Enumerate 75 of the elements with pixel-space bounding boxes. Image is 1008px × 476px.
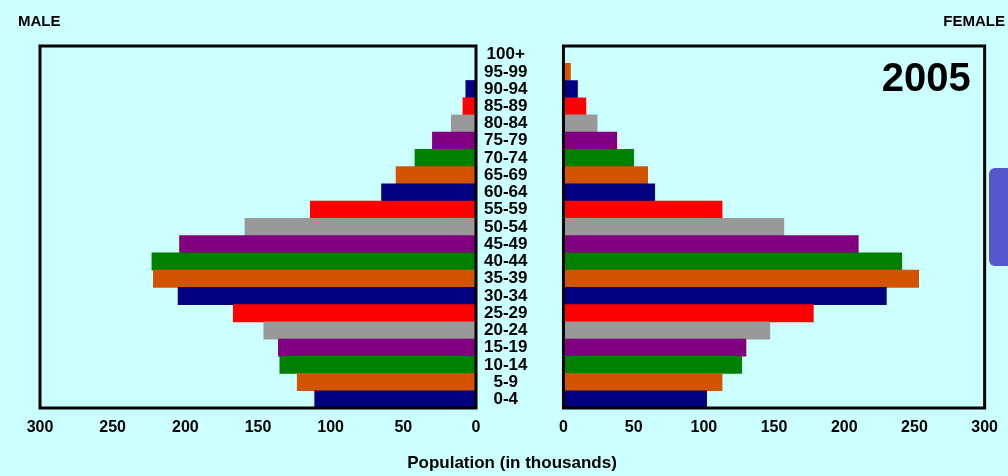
bar — [309, 200, 476, 219]
bar — [563, 218, 785, 236]
y-tick-label: 50-54 — [484, 216, 529, 236]
x-tick-label: 150 — [760, 418, 788, 436]
y-tick-label: 15-19 — [484, 337, 528, 357]
y-tick-label: 100+ — [486, 44, 525, 64]
x-tick-label: 50 — [394, 418, 413, 436]
y-tick-label: 40-44 — [484, 251, 529, 271]
bar — [278, 338, 476, 357]
y-tick-label: 25-29 — [484, 302, 528, 322]
annotation: 2005 — [881, 55, 971, 100]
bar — [179, 235, 476, 254]
bar — [563, 373, 723, 392]
bar — [151, 252, 476, 271]
chart-title: MALE — [18, 12, 61, 29]
y-tick-label: 30-34 — [484, 285, 529, 305]
y-tick-label: 10-14 — [484, 354, 529, 374]
bar — [563, 235, 859, 254]
chart-title: FEMALE — [943, 12, 1005, 29]
x-tick-label: 0 — [559, 418, 568, 436]
x-tick-label: 200 — [171, 418, 199, 436]
x-tick-label: 300 — [971, 418, 999, 436]
x-tick-label: 250 — [99, 418, 127, 436]
bar — [563, 97, 587, 116]
bar — [563, 149, 634, 167]
bar — [232, 304, 476, 323]
y-tick-label: 85-89 — [484, 96, 528, 116]
y-tick-label: 0-4 — [493, 389, 519, 409]
y-tick-label: 5-9 — [493, 371, 519, 391]
x-tick-label: 100 — [317, 418, 345, 436]
bar — [314, 390, 476, 408]
y-tick-label: 90-94 — [484, 78, 529, 98]
x-tick-label: 50 — [624, 418, 643, 436]
bar — [296, 373, 476, 392]
bar — [381, 183, 476, 202]
x-axis-title: Population (in thousands) — [406, 453, 618, 473]
y-tick-label: 20-24 — [484, 320, 529, 340]
bar — [450, 114, 476, 133]
bar — [563, 183, 656, 202]
x-tick-label: 100 — [690, 418, 718, 436]
x-tick-label: 0 — [471, 418, 481, 436]
x-tick-label: 150 — [244, 418, 272, 436]
bar — [395, 166, 476, 185]
y-tick-label: 60-64 — [484, 182, 529, 202]
bar — [563, 390, 707, 408]
bar — [563, 166, 649, 185]
bar — [563, 287, 887, 305]
bar — [279, 355, 476, 374]
bar — [563, 338, 747, 357]
y-tick-label: 65-69 — [484, 164, 528, 184]
bar — [462, 97, 476, 116]
bar — [563, 131, 618, 150]
y-tick-label: 70-74 — [484, 147, 529, 167]
bar — [414, 149, 476, 167]
x-tick-label: 250 — [901, 418, 928, 436]
y-tick-label: 45-49 — [484, 233, 528, 253]
bar — [563, 269, 919, 288]
x-tick-label: 300 — [26, 418, 54, 436]
y-tick-label: 80-84 — [484, 113, 529, 133]
y-tick-label: 55-59 — [484, 199, 528, 219]
bar — [153, 269, 476, 288]
bar — [563, 304, 814, 323]
y-tick-label: 35-39 — [484, 268, 528, 288]
bar — [563, 200, 723, 219]
x-tick-label: 200 — [830, 418, 858, 436]
bar — [177, 287, 476, 305]
bar — [563, 355, 743, 374]
y-tick-label: 75-79 — [484, 130, 528, 150]
y-tick-label: 95-99 — [484, 61, 528, 81]
bar — [465, 80, 476, 99]
bar — [263, 321, 476, 340]
bar — [432, 131, 476, 150]
bar — [563, 252, 903, 271]
bar — [244, 218, 476, 236]
bar — [563, 321, 771, 340]
